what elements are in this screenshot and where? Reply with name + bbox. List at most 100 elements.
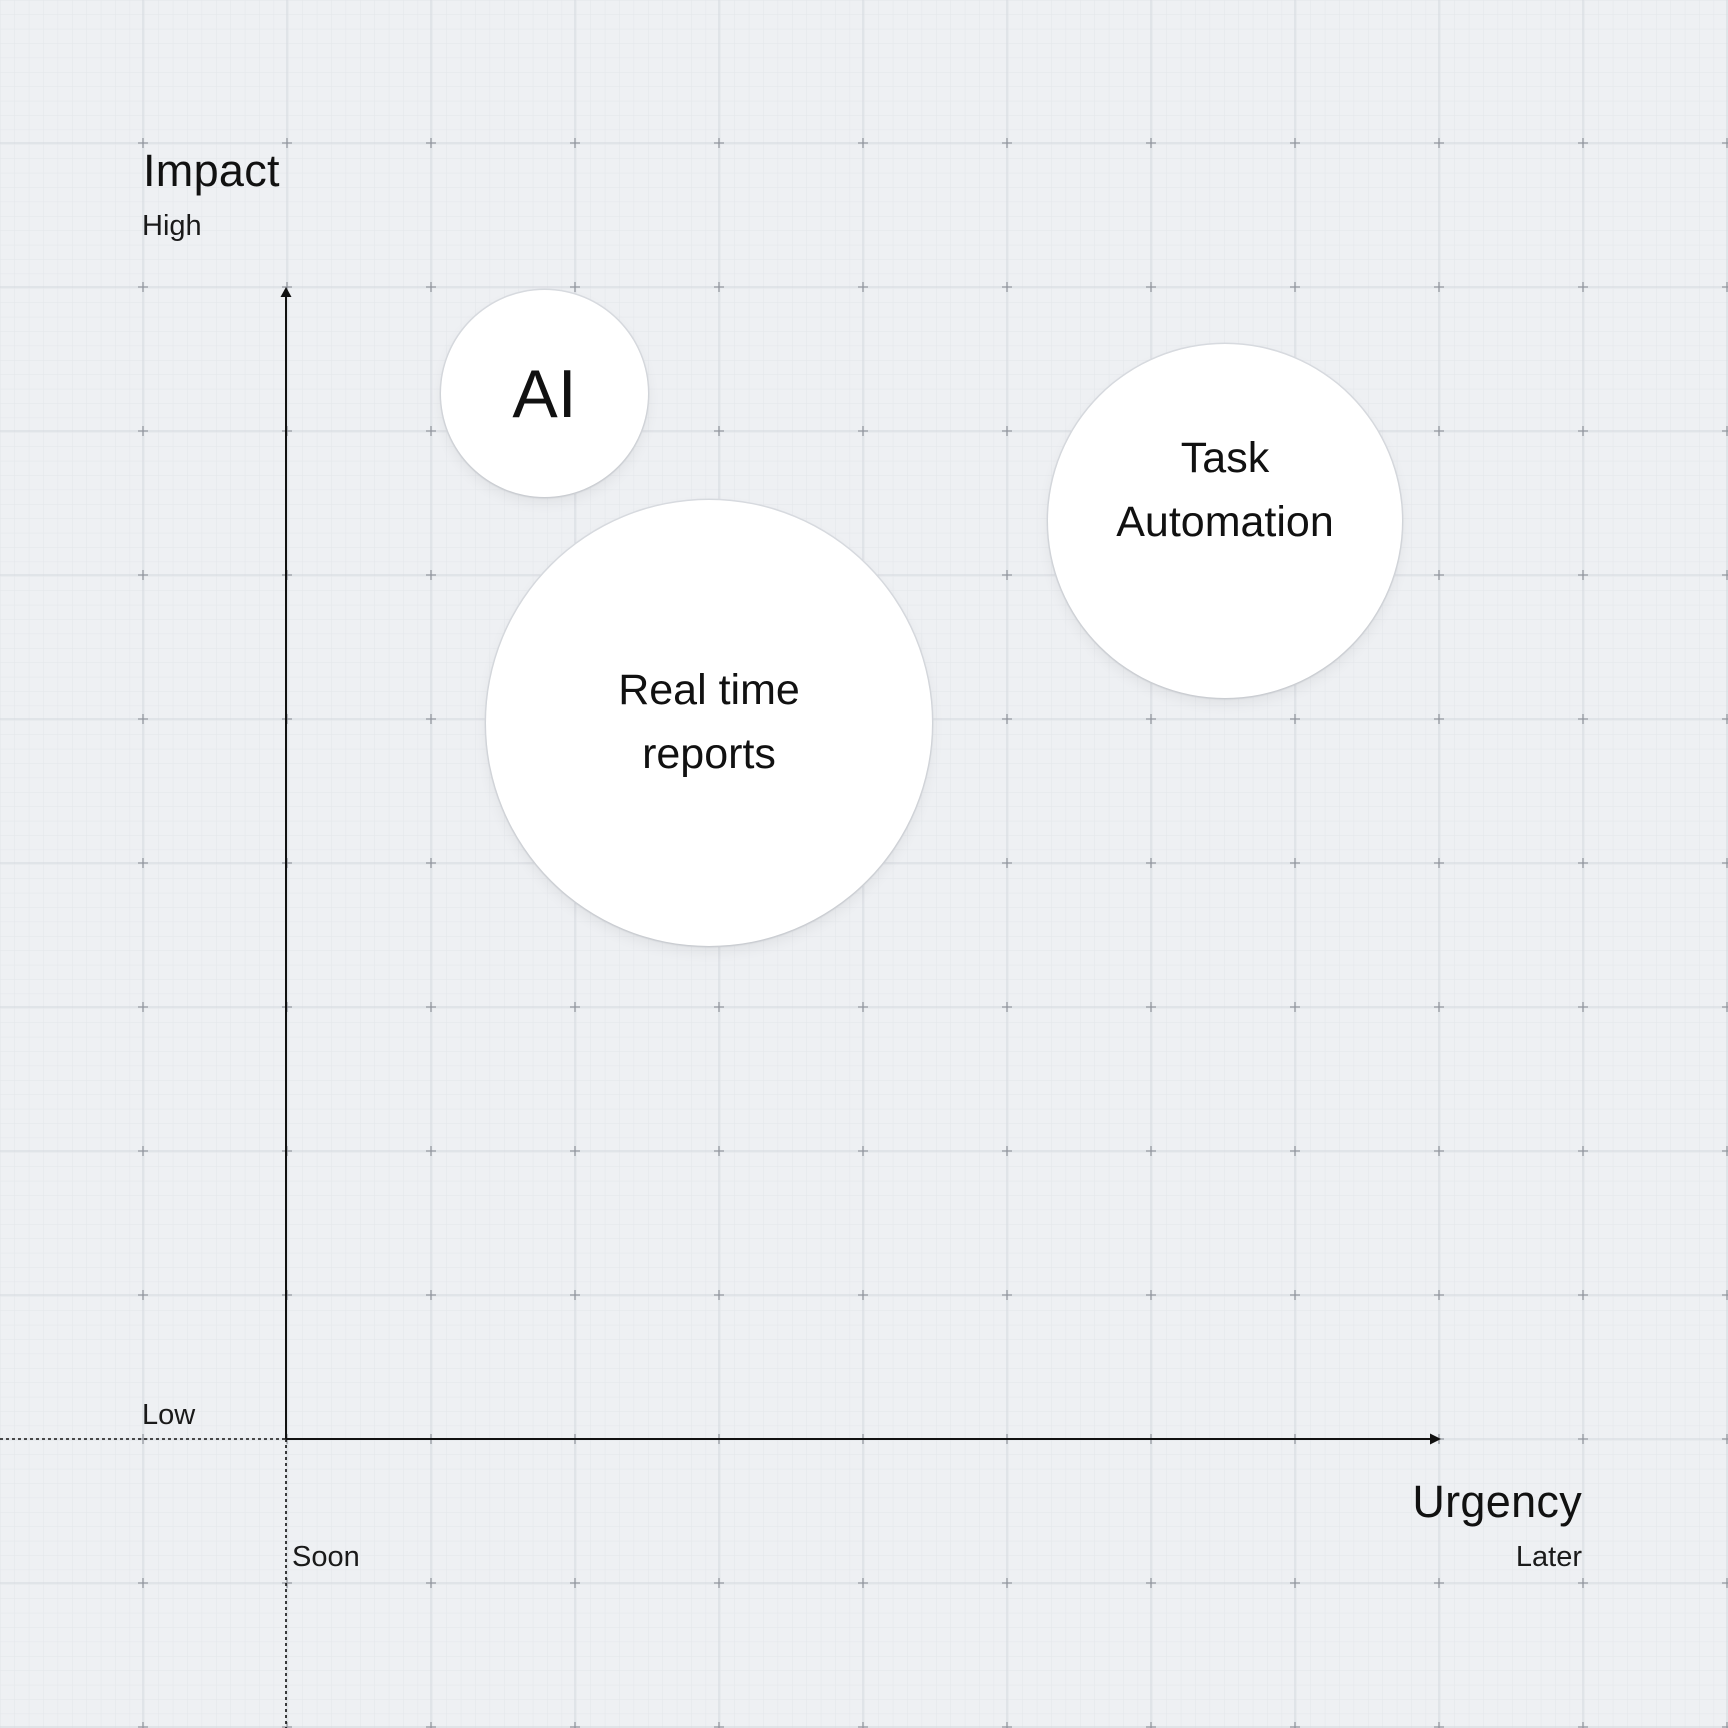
- grid-cross-mark: [426, 714, 436, 724]
- grid-cross-mark: [426, 1578, 436, 1588]
- grid-cross-mark: [282, 1578, 292, 1588]
- grid-cross-mark: [138, 714, 148, 724]
- grid-cross-mark: [858, 1146, 868, 1156]
- grid-cross-mark: [858, 282, 868, 292]
- grid-cross-mark: [1722, 1146, 1728, 1156]
- grid-cross-mark: [858, 138, 868, 148]
- y-axis-high-label: High: [142, 210, 202, 242]
- grid-cross-mark: [1578, 426, 1588, 436]
- grid-cross-mark: [1722, 1002, 1728, 1012]
- grid-cross-mark: [138, 426, 148, 436]
- grid-cross-mark: [1434, 1722, 1444, 1728]
- grid-cross-mark: [1722, 138, 1728, 148]
- grid-cross-mark: [1722, 714, 1728, 724]
- y-axis-title: Impact: [143, 145, 280, 196]
- grid-cross-mark: [1290, 858, 1300, 868]
- grid-cross-mark: [1146, 1002, 1156, 1012]
- grid-cross-mark: [1434, 1290, 1444, 1300]
- grid-cross-mark: [1290, 1722, 1300, 1728]
- grid-cross-mark: [1146, 858, 1156, 868]
- grid-cross-mark: [570, 1002, 580, 1012]
- grid-cross-mark: [1002, 426, 1012, 436]
- grid-cross-mark: [426, 1146, 436, 1156]
- bubble-ai[interactable]: AI: [441, 290, 648, 497]
- grid-cross-mark: [1434, 282, 1444, 292]
- y-axis-arrowhead: [280, 287, 292, 297]
- grid-cross-mark: [570, 1146, 580, 1156]
- bubble-ai-label: AI: [512, 355, 577, 432]
- grid-cross-mark: [138, 1722, 148, 1728]
- x-axis-title: Urgency: [1412, 1476, 1582, 1527]
- grid-cross-mark: [1146, 1290, 1156, 1300]
- grid-cross-mark: [1722, 570, 1728, 580]
- grid-cross-mark: [1578, 1146, 1588, 1156]
- grid-cross-mark: [138, 858, 148, 868]
- grid-cross-mark: [1002, 570, 1012, 580]
- grid-cross-mark: [282, 138, 292, 148]
- grid-cross-mark: [714, 1146, 724, 1156]
- grid-cross-mark: [1722, 1722, 1728, 1728]
- grid-cross-mark: [426, 858, 436, 868]
- grid-cross-mark: [282, 1722, 292, 1728]
- grid-cross-mark: [714, 1578, 724, 1588]
- grid-cross-mark: [1290, 1290, 1300, 1300]
- grid-cross-mark: [1002, 282, 1012, 292]
- grid-cross-mark: [138, 1290, 148, 1300]
- grid-cross-mark: [714, 426, 724, 436]
- grid-cross-mark: [426, 570, 436, 580]
- grid-cross-mark: [1578, 1002, 1588, 1012]
- grid-cross-mark: [1722, 858, 1728, 868]
- grid-cross-mark: [1146, 138, 1156, 148]
- x-axis-soon-label: Soon: [292, 1541, 360, 1573]
- grid-cross-mark: [1002, 858, 1012, 868]
- grid-cross-mark: [1290, 1578, 1300, 1588]
- grid-cross-mark: [1434, 138, 1444, 148]
- grid-cross-mark: [1722, 1578, 1728, 1588]
- grid-cross-mark: [570, 1722, 580, 1728]
- grid-cross-mark: [1146, 1146, 1156, 1156]
- grid-cross-mark: [1002, 1722, 1012, 1728]
- grid-cross-mark: [1578, 138, 1588, 148]
- grid-cross-mark: [714, 1290, 724, 1300]
- grid-cross-mark: [426, 1290, 436, 1300]
- grid-cross-mark: [1434, 1578, 1444, 1588]
- grid-cross-mark: [570, 1578, 580, 1588]
- grid-cross-mark: [1578, 858, 1588, 868]
- bubble-task-automation-label: Task Automation: [1116, 434, 1334, 546]
- axes: [0, 287, 1441, 1728]
- grid-cross-mark: [1146, 714, 1156, 724]
- grid-cross-mark: [1722, 426, 1728, 436]
- grid-cross-mark: [1578, 1722, 1588, 1728]
- grid-cross-mark: [1146, 1578, 1156, 1588]
- grid-cross-mark: [138, 1002, 148, 1012]
- grid-cross-mark: [714, 282, 724, 292]
- grid-cross-mark: [1578, 714, 1588, 724]
- grid-cross-mark: [858, 1578, 868, 1588]
- grid-cross-mark: [426, 282, 436, 292]
- grid-cross-mark: [714, 138, 724, 148]
- grid-cross-mark: [1290, 714, 1300, 724]
- grid-cross-mark: [1722, 1290, 1728, 1300]
- grid-cross-mark: [1002, 1578, 1012, 1588]
- grid-cross-mark: [570, 138, 580, 148]
- grid-cross-mark: [1290, 282, 1300, 292]
- grid-cross-mark: [1290, 138, 1300, 148]
- grid-cross-mark: [138, 138, 148, 148]
- bubble-task-automation[interactable]: Task Automation: [1048, 344, 1402, 698]
- grid-cross-mark: [1434, 570, 1444, 580]
- x-axis-arrowhead: [1430, 1433, 1441, 1445]
- bubble-real-time-reports[interactable]: Real time reports: [486, 500, 932, 946]
- grid-cross-mark: [426, 138, 436, 148]
- grid-cross-mark: [714, 1722, 724, 1728]
- y-axis-low-label: Low: [142, 1399, 196, 1431]
- grid-cross-mark: [1146, 1722, 1156, 1728]
- grid-cross-mark: [1578, 570, 1588, 580]
- grid-cross-mark: [1434, 858, 1444, 868]
- grid-cross-mark: [1434, 426, 1444, 436]
- grid-cross-mark: [1578, 1434, 1588, 1444]
- grid-cross-mark: [138, 282, 148, 292]
- grid-cross-mark: [1722, 1434, 1728, 1444]
- grid-cross-mark: [570, 282, 580, 292]
- grid-cross-mark: [1002, 1290, 1012, 1300]
